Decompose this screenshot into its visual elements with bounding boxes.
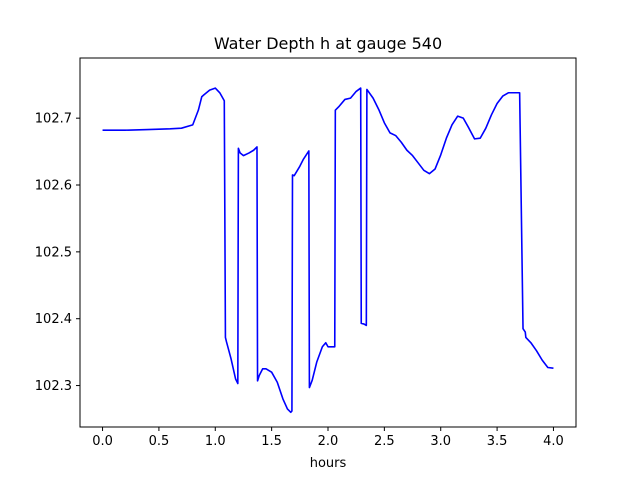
x-tick-label: 4.0: [543, 434, 564, 449]
plot-area: [79, 57, 577, 428]
y-tick-label: 102.5: [35, 245, 72, 260]
y-tick-label: 102.7: [35, 112, 72, 127]
x-tick-label: 0.5: [149, 434, 170, 449]
chart-title: Water Depth h at gauge 540: [214, 34, 442, 53]
y-tick-label: 102.3: [35, 379, 72, 394]
x-tick-label: 1.0: [205, 434, 226, 449]
x-tick-label: 3.0: [430, 434, 451, 449]
x-tick-label: 1.5: [261, 434, 282, 449]
x-tick-label: 2.5: [374, 434, 395, 449]
x-tick-label: 2.0: [318, 434, 339, 449]
y-axis: 102.3 102.4 102.5 102.6 102.7: [35, 112, 80, 394]
y-tick-label: 102.6: [35, 179, 72, 194]
y-tick-label: 102.4: [35, 312, 72, 327]
x-axis-label: hours: [310, 456, 347, 471]
series-line-1: [102, 87, 554, 414]
plot-frame: [79, 57, 577, 428]
x-tick-label: 0.0: [92, 434, 113, 449]
x-axis: 0.0 0.5 1.0 1.5 2.0 2.5 3.0 3.5 4.0: [92, 427, 564, 449]
x-tick-label: 3.5: [487, 434, 508, 449]
